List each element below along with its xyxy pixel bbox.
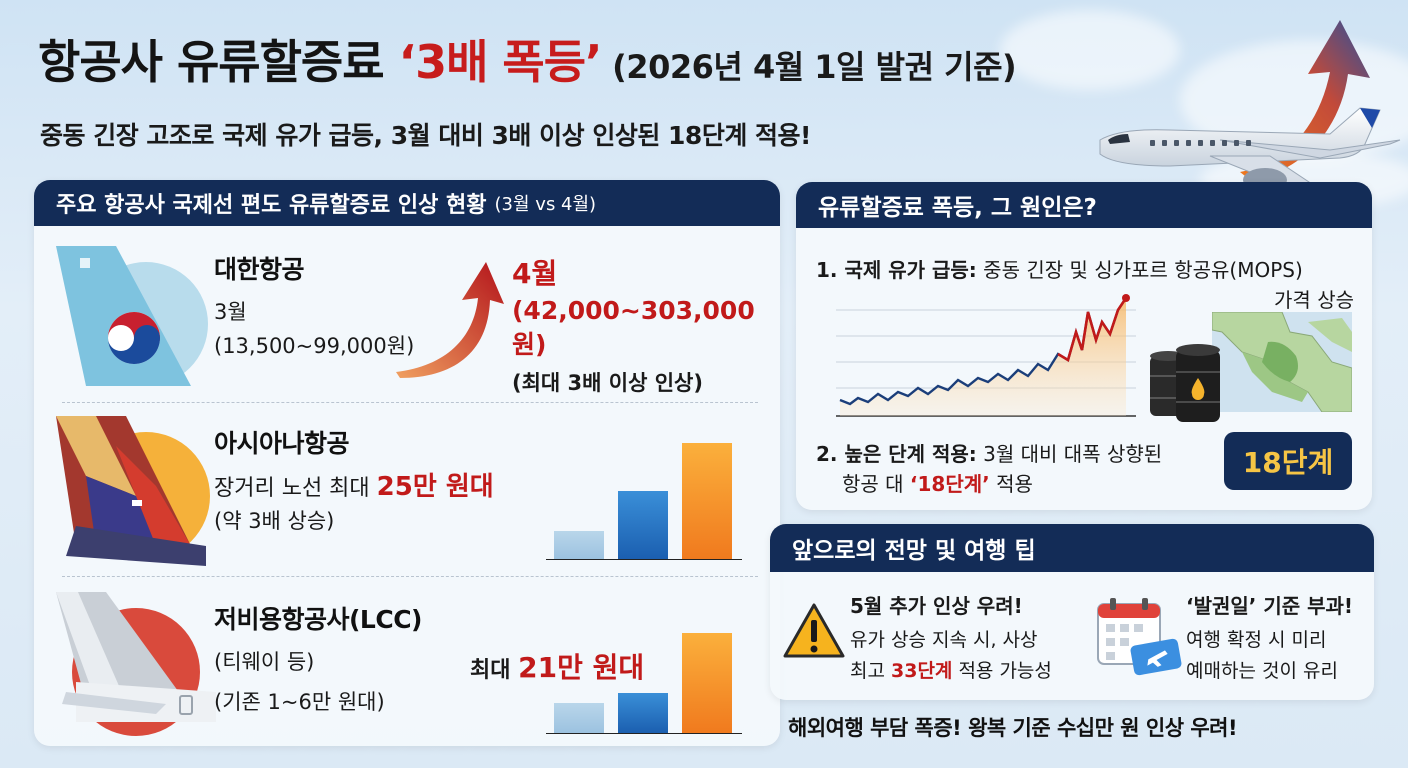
tip1-line2-prefix: 최고 [850,660,891,682]
korean-air-tail-icon [56,246,208,386]
korean-air-march-range: (13,500~99,000원) [214,334,415,358]
lcc-bar-3 [682,633,732,733]
asiana-name: 아시아나항공 [214,429,350,458]
oil-barrel-icon [1150,344,1220,422]
korean-air-name: 대한항공 [214,255,305,284]
asiana-line1-value: 25만 원대 [376,472,494,502]
cause2-label: 2. 높은 단계 적용: [816,442,977,466]
tip1-title: 5월 추가 인상 우려! [850,594,1023,618]
asiana-bar-3 [682,443,732,559]
asiana-tail-icon [56,416,210,566]
lcc-tail-icon [56,592,216,736]
lcc-line2: (기존 1~6만 원대) [214,690,385,714]
tip2: ‘발권일’ 기준 부과! 여행 확정 시 미리 예매하는 것이 유리 [1186,590,1353,683]
tip2-title: ‘발권일’ 기준 부과! [1186,594,1354,618]
cause2-line1: 2. 높은 단계 적용: 3월 대비 대폭 상향된 [816,438,1162,467]
korean-air-april: 4월 (42,000~303,000원) (최대 3배 이상 인상) [512,252,780,397]
outlook-panel-header: 앞으로의 전망 및 여행 팁 [770,524,1374,572]
lcc-bar-1 [554,703,604,733]
page-subtitle: 중동 긴장 고조로 국제 유가 급등, 3월 대비 3배 이상 인상된 18단계… [40,121,811,150]
cause1-line1: 1. 국제 유가 급등: 중동 긴장 및 싱가포르 항공유(MOPS) [816,254,1303,283]
lcc-row: 저비용항공사(LCC) (티웨이 등) (기존 1~6만 원대) 최대 21만 … [34,580,780,746]
lcc-line1: (티웨이 등) [214,650,315,674]
asiana-row: 아시아나항공 장거리 노선 최대 25만 원대 (약 3배 상승) [34,406,780,576]
tip1-line2: 최고 33단계 적용 가능성 [850,656,1052,683]
cause2-text: 3월 대비 대폭 상향된 [976,442,1163,466]
tip1-line2-value: 33단계 [891,660,953,682]
fare-status-panel-header: 주요 항공사 국제선 편도 유류할증료 인상 현황 (3월 vs 4월) [34,180,780,226]
footer-warning: 해외여행 부담 폭증! 왕복 기준 수십만 원 인상 우려! [788,716,1238,740]
fare-status-panel: 주요 항공사 국제선 편도 유류할증료 인상 현황 (3월 vs 4월) 대한항… [34,180,780,746]
asiana-bar-2 [618,491,668,559]
stage-badge: 18단계 [1224,432,1352,490]
page-title: 항공사 유류할증료 ‘3배 폭등’ (2026년 4월 1일 발권 기준) [38,26,1017,92]
lcc-info: 저비용항공사(LCC) (티웨이 등) (기존 1~6만 원대) [214,600,422,716]
korean-air-april-note: (최대 3배 이상 인상) [512,371,703,395]
tip1-line1: 유가 상승 지속 시, 사상 [850,629,1038,651]
red-up-arrow-icon [396,262,504,378]
cause2-text2-prefix: 항공 대 [842,472,910,496]
title-date: (2026년 4월 1일 발권 기준) [601,48,1017,86]
title-accent: ‘3배 폭등’ [398,35,603,89]
asiana-bar-chart [546,436,742,560]
cause1-label: 1. 국제 유가 급등: [816,258,977,282]
cause1-text: 중동 긴장 및 싱가포르 항공유(MOPS) [976,258,1303,282]
cause2-text2-suffix: 적용 [989,472,1033,496]
outlook-panel-title: 앞으로의 전망 및 여행 팁 [792,538,1036,564]
cause-panel-header: 유류할증료 폭등, 그 원인은? [796,182,1372,228]
korean-air-info: 대한항공 3월 (13,500~99,000원) [214,250,414,360]
cause-panel: 유류할증료 폭등, 그 원인은? 1. 국제 유가 급등: 중동 긴장 및 싱가… [796,182,1372,510]
asiana-line1-prefix: 장거리 노선 최대 [214,476,377,501]
calendar-ticket-icon [1097,598,1182,676]
tip2-line1: 여행 확정 시 미리 [1186,629,1327,651]
title-main: 항공사 유류할증료 [38,35,399,89]
cause2-line2: 항공 대 ‘18단계’ 적용 [842,468,1033,497]
korean-air-april-range: (42,000~303,000원) [512,296,755,359]
korean-air-april-label: 4월 [512,257,558,290]
lcc-bar-2 [618,693,668,733]
asiana-line1: 장거리 노선 최대 25만 원대 [214,466,494,503]
fare-status-title-small: (3월 vs 4월) [494,194,597,215]
tip1: 5월 추가 인상 우려! 유가 상승 지속 시, 사상 최고 33단계 적용 가… [850,590,1052,683]
cause1-text2: 가격 상승 [1274,288,1354,312]
korean-air-march-label: 3월 [214,300,247,324]
lcc-bar-chart [546,610,742,734]
row-divider [62,402,758,403]
map-icon [1212,312,1352,412]
asiana-bar-1 [554,531,604,559]
lcc-max-prefix: 최대 [470,658,519,683]
tip1-line2-suffix: 적용 가능성 [952,660,1052,682]
warning-icon [783,603,845,658]
cause2-text2-value: ‘18단계’ [909,472,990,496]
asiana-info: 아시아나항공 장거리 노선 최대 25만 원대 (약 3배 상승) [214,424,494,535]
fare-status-title: 주요 항공사 국제선 편도 유류할증료 인상 현황 [56,193,487,218]
lcc-name: 저비용항공사(LCC) [214,605,422,634]
tip2-line2: 예매하는 것이 유리 [1186,660,1338,682]
outlook-panel: 앞으로의 전망 및 여행 팁 5월 추가 인상 우려! 유가 상승 지속 시, … [770,524,1374,700]
oil-price-line-chart [836,294,1136,417]
cause-panel-title: 유류할증료 폭등, 그 원인은? [818,195,1097,221]
lcc-max-value: 21만 원대 [518,651,645,684]
row-divider [62,576,758,577]
asiana-line2: (약 3배 상승) [214,509,335,533]
up-arrow-icon [1240,20,1370,180]
korean-air-row: 대한항공 3월 (13,500~99,000원) 4월 (42,000~303,… [34,232,780,402]
lcc-max: 최대 21만 원대 [470,646,644,686]
